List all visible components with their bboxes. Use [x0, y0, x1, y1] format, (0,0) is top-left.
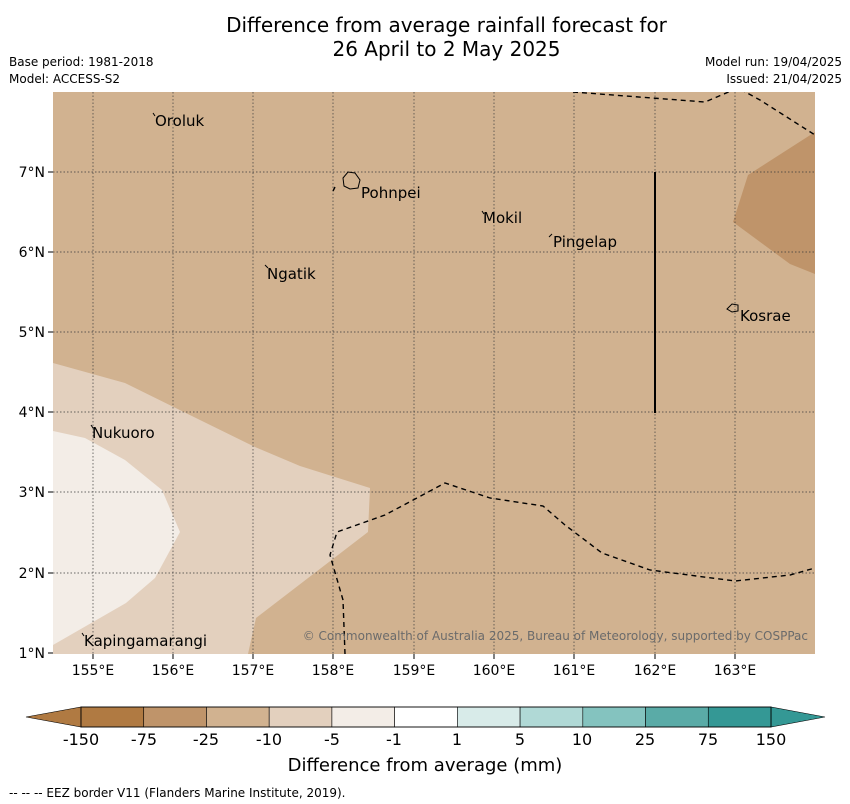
colorbar-segment: [582, 706, 646, 728]
base-period: Base period: 1981-2018: [9, 55, 154, 69]
oroluk-marker-icon: [152, 112, 156, 117]
colorbar-tick-label: 75: [698, 730, 718, 749]
pingelap-marker-icon: [548, 233, 553, 238]
model-run: Model run: 19/04/2025: [704, 55, 842, 69]
colorbar-segment: [519, 706, 584, 728]
eez-border: [329, 92, 815, 654]
title-line-2: 26 April to 2 May 2025: [332, 37, 561, 61]
place-label-oroluk: Oroluk: [155, 112, 204, 130]
kapingamarangi-marker-icon: [81, 632, 85, 637]
band-minus75-minus25: [733, 132, 815, 274]
meta-right: Model run: 19/04/2025 Issued: 21/04/2025: [705, 54, 842, 88]
model-name: Model: ACCESS-S2: [9, 72, 121, 86]
ngatik-marker-icon: [264, 264, 269, 269]
place-label-ngatik: Ngatik: [267, 265, 316, 283]
lon-tick-label: 163°E: [714, 663, 757, 679]
place-label-nukuoro: Nukuoro: [92, 424, 155, 442]
colorbar-segment: [206, 706, 270, 728]
copyright-notice: © Commonwealth of Australia 2025, Bureau…: [303, 629, 808, 643]
lon-tick-labels: 155°E 156°E 157°E 158°E 159°E 160°E 161°…: [72, 663, 757, 679]
colorbar-tick-label: -5: [324, 730, 340, 749]
colorbar-tick-label: 25: [635, 730, 655, 749]
meta-left: Base period: 1981-2018 Model: ACCESS-S2: [9, 54, 154, 88]
colorbar-tick-label: 5: [515, 730, 525, 749]
lon-tick-label: 155°E: [72, 663, 115, 679]
colorbar-segment: [268, 706, 333, 728]
colorbar-segments: [80, 706, 772, 728]
lon-tick-label: 161°E: [553, 663, 596, 679]
band-minus5-minus1: [53, 431, 180, 645]
issued-date: Issued: 21/04/2025: [726, 72, 842, 86]
colorbar-segment: [394, 706, 458, 728]
lat-tick-labels: 7°N 6°N 5°N 4°N 3°N 2°N 1°N: [19, 165, 45, 662]
colorbar-tick-label: -1: [386, 730, 402, 749]
lon-tick-label: 158°E: [312, 663, 355, 679]
colorbar-tick-label: 150: [756, 730, 787, 749]
lon-tick-label: 157°E: [232, 663, 275, 679]
lat-tick-label: 7°N: [19, 165, 45, 181]
colorbar-frame: [80, 706, 772, 728]
nukuoro-marker-icon: [90, 424, 94, 429]
map-area: Oroluk Pohnpei Mokil Pingelap Ngatik Kos…: [53, 92, 815, 654]
colorbar: -150 -75 -25 -10 -5 -1 1 5 10 25 75 150: [25, 706, 826, 749]
title-line-1: Difference from average rainfall forecas…: [226, 13, 667, 37]
colorbar-segment: [707, 706, 772, 728]
lon-tick-label: 162°E: [634, 663, 677, 679]
colorbar-tick-label: 10: [572, 730, 592, 749]
pohnpei-island-icon: [342, 171, 361, 190]
axis-ticks: [48, 171, 736, 659]
place-label-kosrae: Kosrae: [740, 307, 791, 325]
islands: [81, 112, 739, 637]
colorbar-segment: [80, 706, 145, 728]
footnote: -- -- -- EEZ border V11 (Flanders Marine…: [9, 786, 346, 800]
colorbar-tick-label: -75: [131, 730, 157, 749]
colorbar-tick-labels: -150 -75 -25 -10 -5 -1 1 5 10 25 75 150: [63, 730, 786, 749]
colorbar-segment: [143, 706, 207, 728]
colorbar-label: Difference from average (mm): [287, 755, 563, 776]
colorbar-segment: [457, 706, 521, 728]
lat-tick-label: 4°N: [19, 405, 45, 421]
place-label-mokil: Mokil: [483, 209, 522, 227]
lon-tick-label: 160°E: [473, 663, 516, 679]
colorbar-tick-label: -25: [193, 730, 219, 749]
kosrae-island-icon: [726, 303, 739, 313]
mokil-marker-icon: [481, 210, 485, 215]
colorbar-segment: [645, 706, 709, 728]
colorbar-extend-high: [770, 706, 826, 728]
place-label-pingelap: Pingelap: [553, 233, 617, 251]
lat-tick-label: 5°N: [19, 325, 45, 341]
colorbar-segment: [331, 706, 395, 728]
lat-tick-label: 6°N: [19, 245, 45, 261]
lat-tick-label: 3°N: [19, 485, 45, 501]
lat-tick-label: 1°N: [19, 646, 45, 662]
colorbar-tick-label: -10: [256, 730, 282, 749]
colorbar-tick-label: 1: [452, 730, 462, 749]
lon-tick-label: 159°E: [393, 663, 436, 679]
place-label-pohnpei: Pohnpei: [361, 184, 421, 202]
map-title: Difference from average rainfall forecas…: [0, 13, 850, 61]
colorbar-tick-label: -150: [63, 730, 99, 749]
lat-tick-label: 2°N: [19, 566, 45, 582]
place-label-kapingamarangi: Kapingamarangi: [84, 632, 207, 650]
colorbar-extend-low: [25, 706, 82, 728]
lon-tick-label: 156°E: [152, 663, 195, 679]
